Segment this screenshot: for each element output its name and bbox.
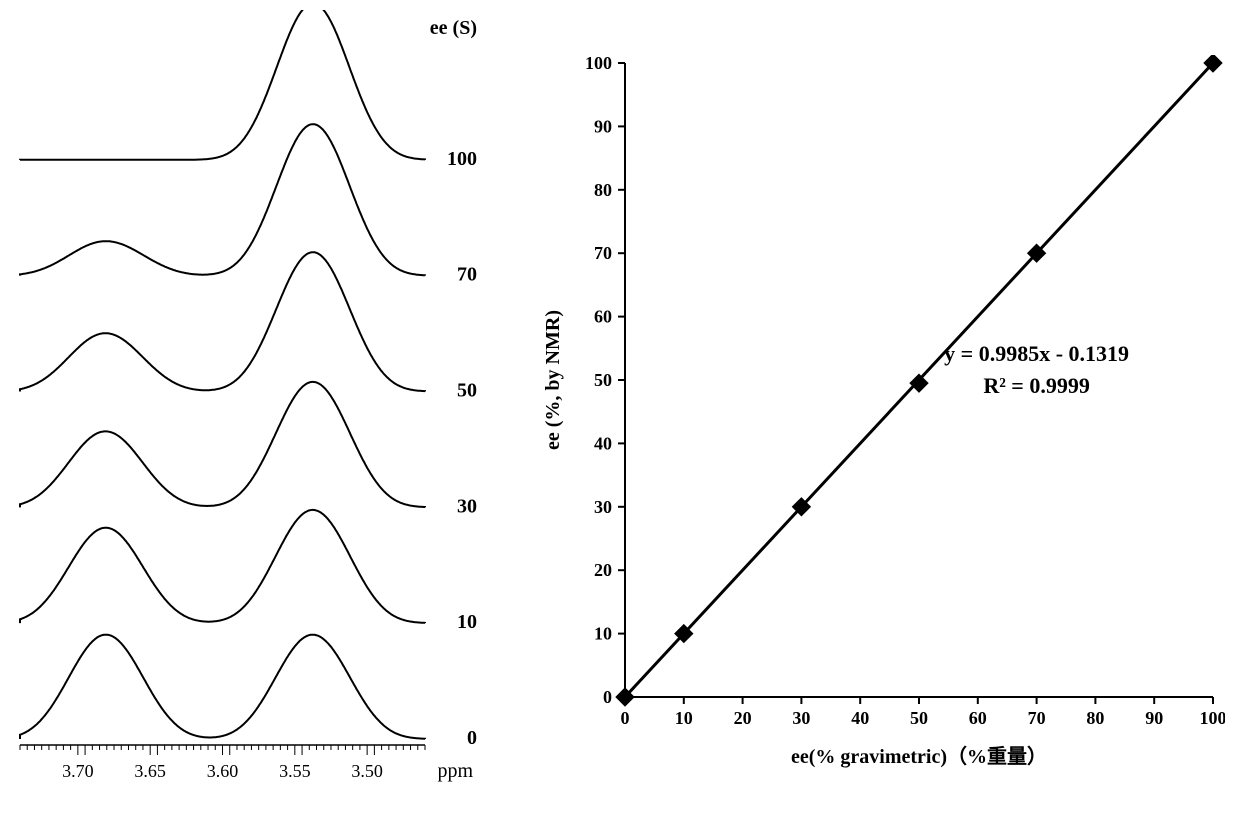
ytick-label: 50 <box>594 370 612 390</box>
xtick-label: 0 <box>621 708 630 728</box>
nmr-trace-label: 50 <box>457 380 477 402</box>
nmr-trace <box>20 10 425 160</box>
nmr-trace <box>20 382 425 507</box>
ytick-label: 0 <box>603 687 612 707</box>
nmr-panel: ee (S) 0 10 30 50 70 100 3.70 3.65 3.60 3.55 3.50 pp… <box>10 10 485 805</box>
nmr-xtick-label: 3.60 <box>207 761 239 781</box>
ytick-label: 90 <box>594 116 612 136</box>
xtick-label: 40 <box>851 708 869 728</box>
xtick-label: 70 <box>1028 708 1046 728</box>
ytick-label: 30 <box>594 497 612 517</box>
fit-equation: y = 0.9985x - 0.1319 <box>944 341 1129 366</box>
nmr-xtick-label: 3.65 <box>134 761 166 781</box>
nmr-xtick-label: 3.55 <box>279 761 311 781</box>
ytick-label: 40 <box>594 433 612 453</box>
nmr-trace <box>20 124 425 275</box>
xtick-label: 50 <box>910 708 928 728</box>
y-axis-label: ee (%, by NMR) <box>542 310 564 450</box>
xtick-label: 60 <box>969 708 987 728</box>
scatter-svg: 0 10 20 30 40 50 60 70 80 90 100 0 10 20 30 40 50 60 70 80 9… <box>535 55 1225 775</box>
nmr-trace-label: 0 <box>467 727 477 749</box>
ytick-label: 80 <box>594 180 612 200</box>
xtick-label: 30 <box>792 708 810 728</box>
xtick-label: 10 <box>675 708 693 728</box>
scatter-panel: 0 10 20 30 40 50 60 70 80 90 100 0 10 20 30 40 50 60 70 80 9… <box>535 55 1225 775</box>
nmr-trace-label: 10 <box>457 611 477 633</box>
xtick-label: 20 <box>734 708 752 728</box>
nmr-trace-label: 30 <box>457 495 477 517</box>
nmr-trace <box>20 635 425 739</box>
fit-r2: R² = 0.9999 <box>983 373 1090 398</box>
nmr-trace-label: 100 <box>447 148 477 170</box>
nmr-x-units: ppm <box>437 760 473 782</box>
nmr-svg: ee (S) 0 10 30 50 70 100 3.70 3.65 3.60 3.55 3.50 pp… <box>10 10 485 805</box>
ytick-label: 60 <box>594 307 612 327</box>
xtick-label: 90 <box>1145 708 1163 728</box>
nmr-xtick-label: 3.50 <box>351 761 383 781</box>
nmr-xtick-label: 3.70 <box>62 761 94 781</box>
figure: ee (S)0103050701003.703.653.603.553.50pp… <box>0 0 1240 822</box>
ytick-label: 20 <box>594 560 612 580</box>
ytick-label: 10 <box>594 624 612 644</box>
ytick-label: 70 <box>594 243 612 263</box>
nmr-trace <box>20 252 425 391</box>
ytick-label: 100 <box>585 55 612 73</box>
data-marker <box>910 374 928 392</box>
x-axis-label: ee(% gravimetric)（%重量） <box>791 745 1047 768</box>
nmr-trace-label: 70 <box>457 264 477 286</box>
xtick-label: 80 <box>1086 708 1104 728</box>
xtick-label: 100 <box>1200 708 1226 728</box>
nmr-title: ee (S) <box>430 17 477 39</box>
nmr-trace <box>20 510 425 623</box>
